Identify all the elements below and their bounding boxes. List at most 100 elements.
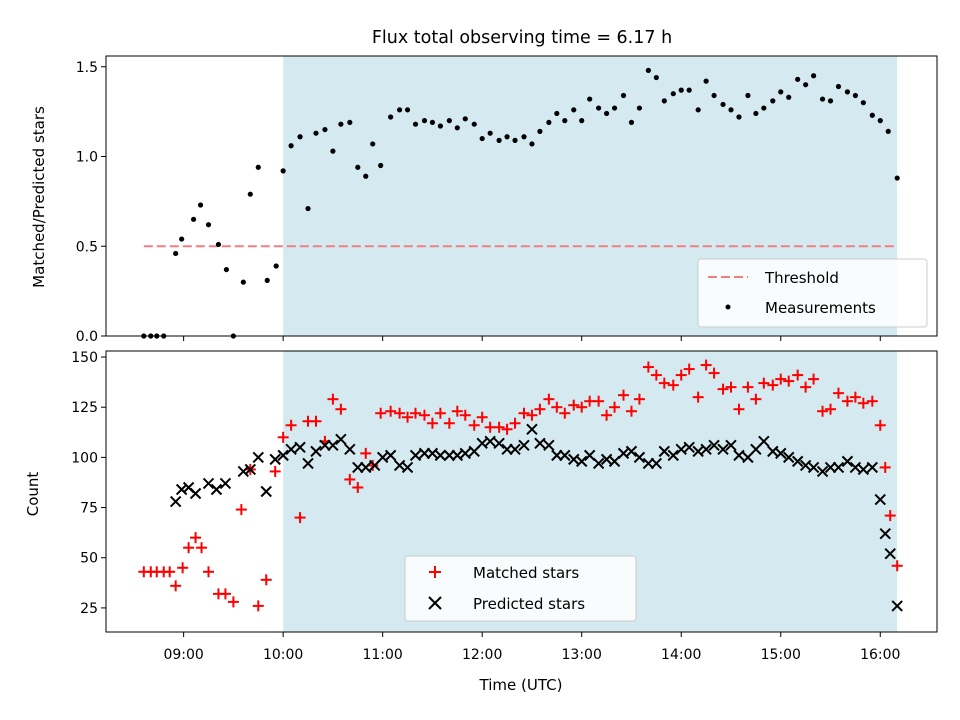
measurement-point (338, 121, 344, 127)
predicted-star-point (700, 443, 712, 456)
measurement-point (487, 130, 493, 136)
predicted-star-point (807, 461, 820, 474)
predicted-star-point (625, 445, 638, 458)
matched-star-point (750, 393, 762, 405)
predicted-star-point (791, 455, 804, 468)
predicted-star-point (252, 451, 264, 464)
predicted-star-point (310, 445, 322, 458)
matched-star-point (327, 393, 339, 405)
matched-star-point (849, 391, 861, 403)
measurement-point (479, 135, 485, 142)
predicted-star-point (384, 449, 397, 462)
measurement-point (173, 250, 179, 257)
matched-star-point (335, 403, 347, 415)
matched-star-point (543, 393, 555, 405)
measurement-point (819, 96, 826, 102)
matched-star-point (717, 383, 729, 395)
matched-star-point (708, 367, 720, 379)
measurement-point (786, 94, 792, 100)
measurement-point (778, 89, 784, 95)
matched-star-point (294, 512, 306, 524)
matched-star-point (164, 566, 176, 578)
matched-star-point (190, 532, 202, 544)
matched-star-point (203, 566, 215, 578)
measurement-point (429, 119, 436, 126)
measurement-point (471, 121, 477, 127)
x-tick-label: 14:00 (661, 647, 701, 663)
predicted-star-point (237, 465, 250, 478)
predicted-star-point (509, 443, 521, 456)
measurement-point (761, 105, 767, 111)
y-tick-label: 100 (71, 450, 98, 466)
predicted-star-point (583, 449, 596, 462)
predicted-star-point (733, 449, 745, 462)
matched-star-point (700, 359, 712, 371)
measurement-point (877, 118, 883, 124)
predicted-star-point (518, 439, 530, 452)
panel-counts: 25 50 75 100 125 150 09:00 10:00 11:00 12:00 13:0… (24, 350, 938, 694)
matched-star-point (792, 369, 804, 381)
predicted-star-point (526, 423, 538, 435)
matched-star-point (767, 379, 779, 391)
measurement-point (885, 128, 891, 134)
measurement-point (273, 263, 279, 269)
measurement-point (529, 141, 535, 147)
measurement-point (835, 83, 842, 90)
matched-star-point (509, 417, 521, 429)
measurement-point (720, 101, 726, 108)
predicted-star-point (484, 435, 496, 448)
legend-bottom: Matched stars Predicted stars (404, 555, 637, 622)
matched-star-point (183, 542, 195, 554)
matched-star-point (692, 391, 704, 403)
measurement-point (711, 92, 717, 99)
measurement-point (661, 98, 667, 104)
measurement-point (636, 105, 643, 111)
matched-star-point (891, 560, 903, 572)
matched-star-point (443, 417, 455, 429)
measurement-point (537, 128, 543, 134)
measurement-point (554, 110, 560, 117)
measurement-point (611, 105, 618, 111)
plot-frame-top (105, 55, 938, 337)
measurement-point (795, 76, 801, 82)
predicted-star-point (534, 437, 546, 450)
measurement-point (280, 168, 286, 174)
predicted-star-point (189, 487, 202, 500)
measurement-point (179, 236, 185, 242)
predicted-star-point (866, 461, 879, 474)
measurement-point (363, 173, 369, 179)
measurement-point (562, 118, 568, 124)
predicted-star-point (360, 461, 372, 474)
predicted-star-point (667, 449, 679, 462)
matched-star-point (866, 395, 878, 407)
predicted-star-point (717, 443, 729, 456)
predicted-star-point (576, 455, 588, 468)
matched-star-point (418, 409, 430, 421)
matched-star-point (177, 562, 189, 574)
matched-star-point (825, 403, 837, 415)
predicted-star-point (459, 447, 471, 460)
predicted-star-point (879, 527, 891, 540)
measurement-point (388, 114, 394, 120)
matched-star-point (493, 421, 505, 433)
matched-star-point (219, 588, 231, 600)
predicted-star-point (302, 457, 314, 470)
matched-star-point (468, 419, 480, 431)
matched-star-point (269, 465, 281, 477)
matched-star-point (725, 381, 737, 393)
matched-star-point (675, 369, 687, 381)
predicted-star-point (434, 449, 447, 462)
measurement-point (827, 98, 834, 104)
predicted-star-point (493, 437, 505, 450)
matched-star-point (650, 369, 662, 381)
predicted-star-point (202, 477, 215, 490)
x-tick-label: 11:00 (362, 647, 402, 663)
measurement-point (546, 119, 552, 126)
legend-top: Threshold Measurements (697, 258, 928, 328)
y-tick-label: 0.5 (76, 239, 98, 255)
predicted-star-point (210, 483, 223, 496)
matched-star-point (277, 431, 289, 443)
matched-star-point (360, 447, 372, 459)
matched-star-point (260, 574, 272, 586)
matched-star-point (476, 411, 488, 423)
